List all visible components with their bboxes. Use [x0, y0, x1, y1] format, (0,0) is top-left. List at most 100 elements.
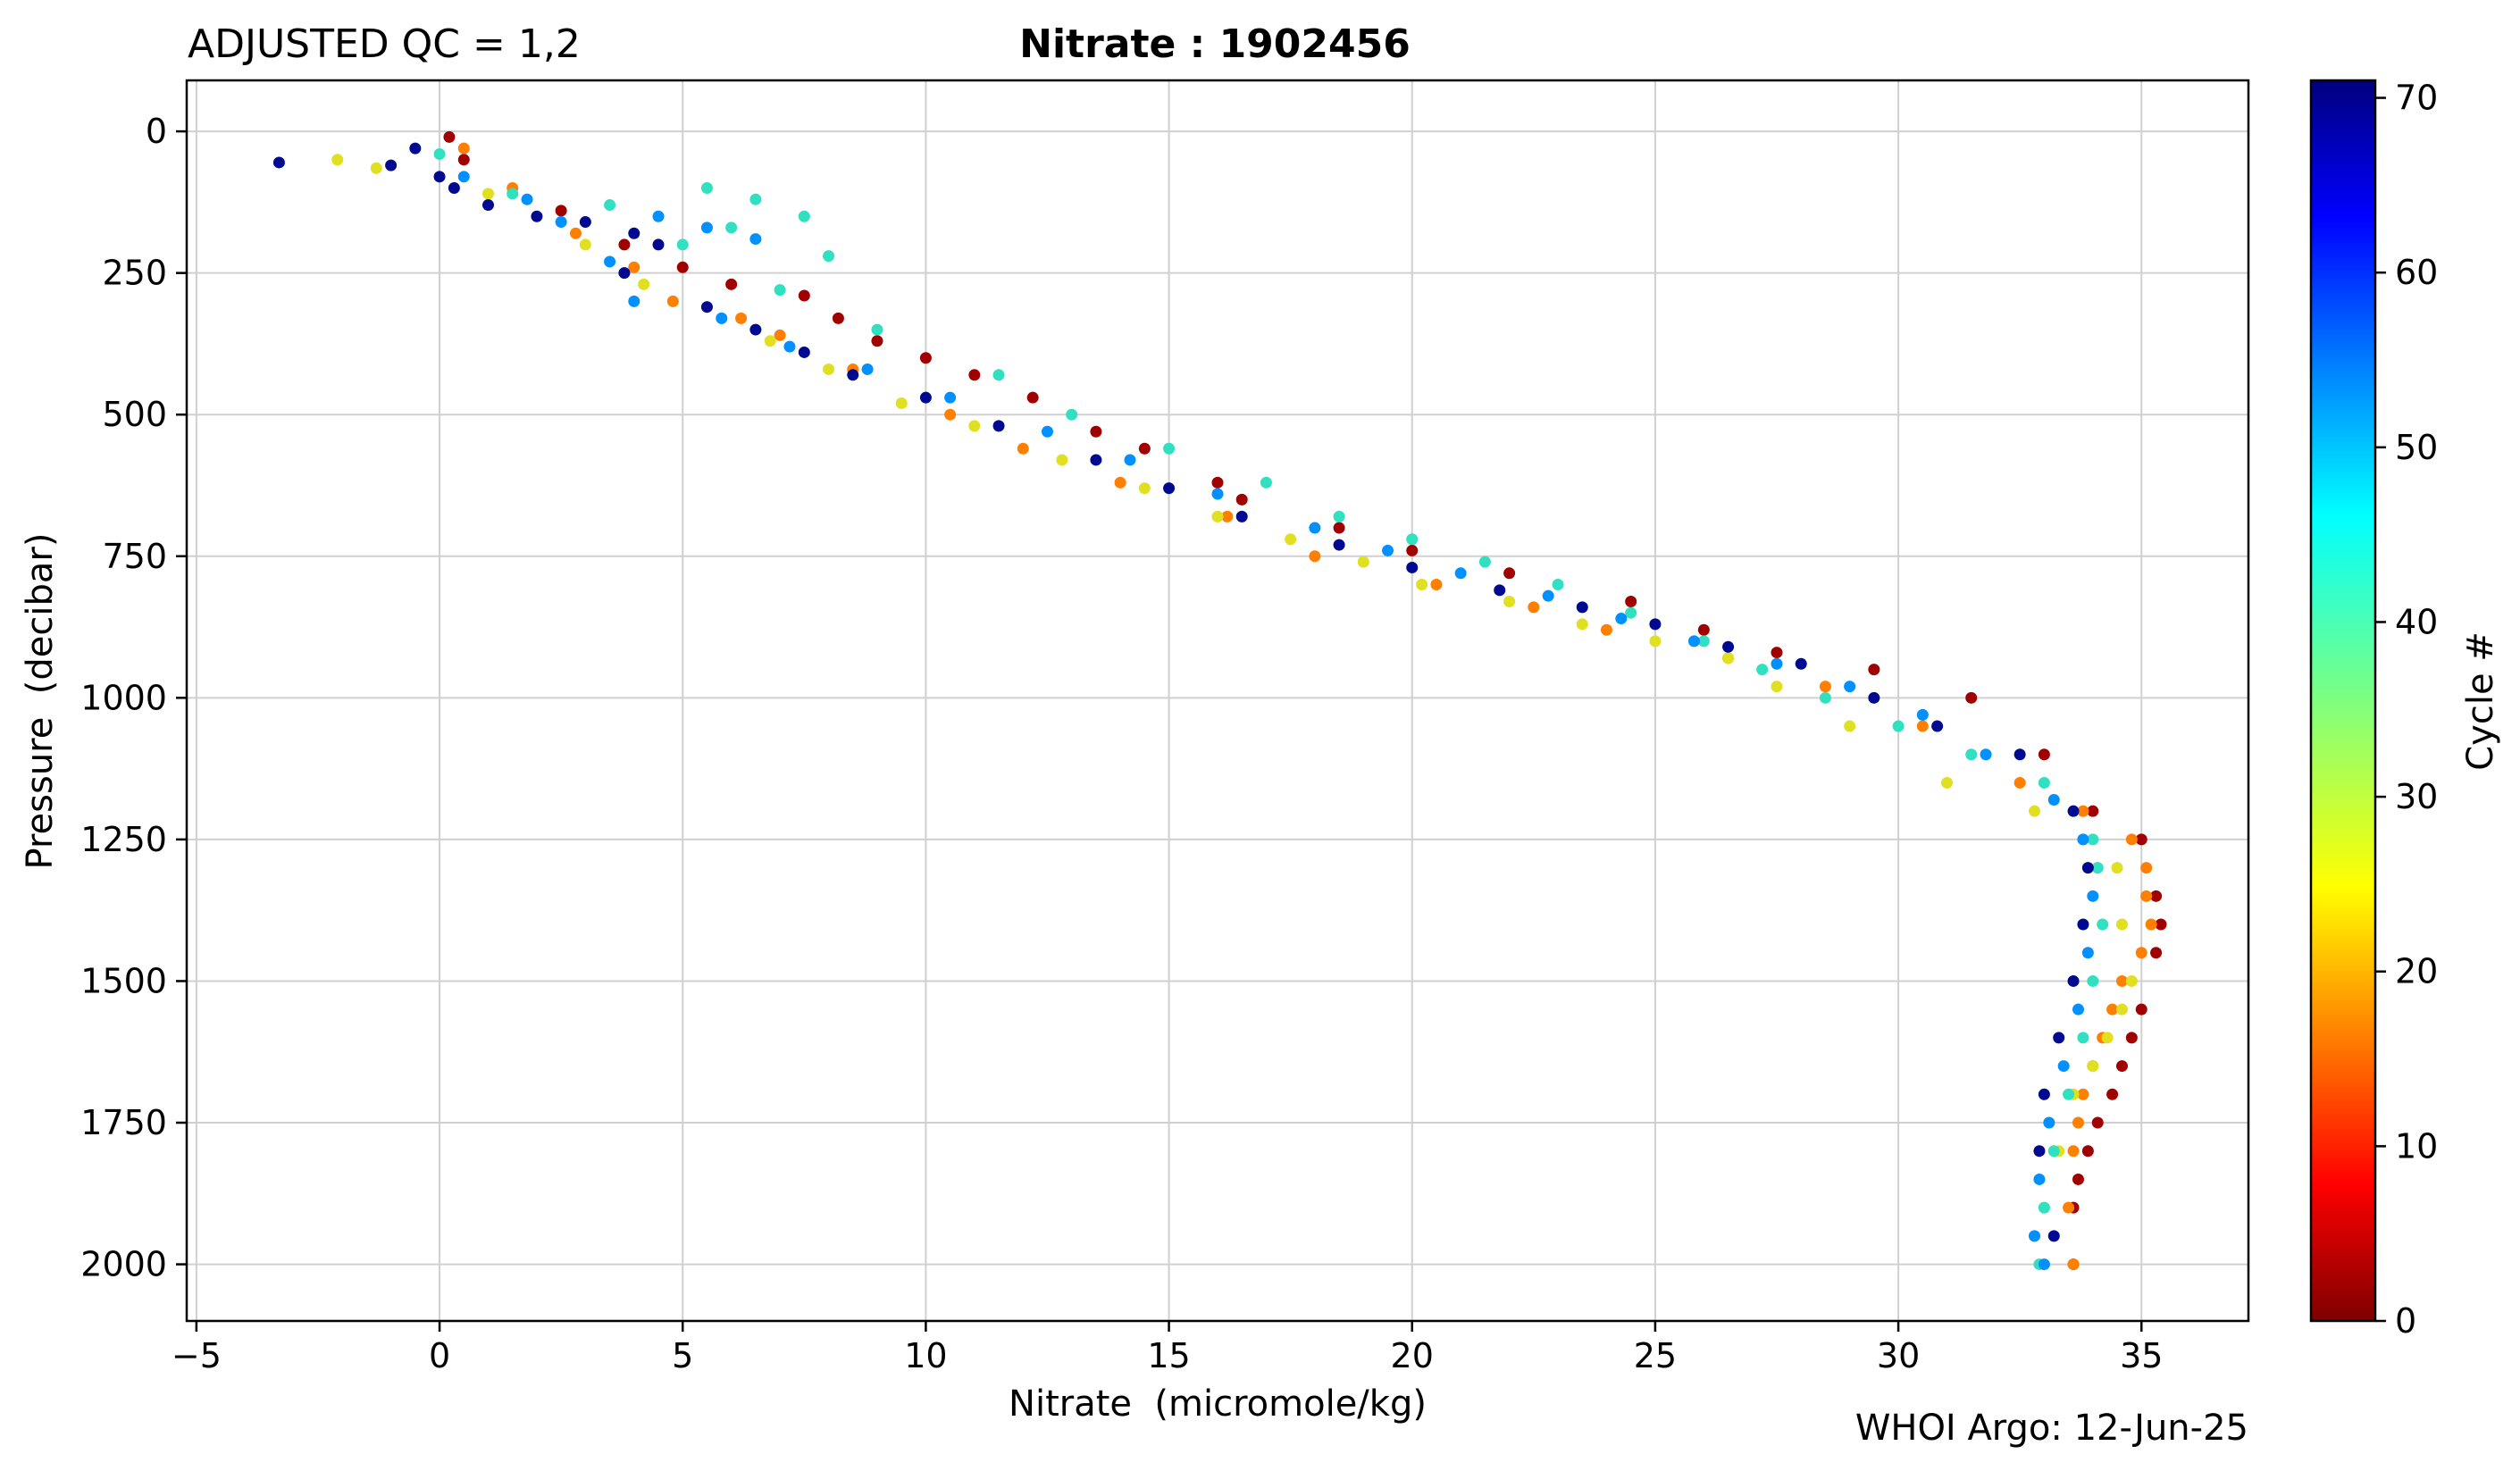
data-point [2091, 862, 2104, 874]
data-point [749, 233, 762, 246]
data-point [2047, 1145, 2060, 1158]
data-point [783, 340, 796, 353]
qc-subtitle: ADJUSTED QC = 1,2 [188, 21, 581, 67]
data-point [1687, 635, 1700, 648]
data-point [652, 210, 665, 222]
data-point [1406, 544, 1419, 556]
data-point [798, 346, 810, 358]
data-point [2087, 833, 2099, 846]
x-tick-label: 30 [1877, 1336, 1920, 1375]
data-point [2135, 1003, 2147, 1015]
y-axis-label: Pressure (decibar) [20, 533, 61, 870]
data-point [871, 335, 883, 347]
data-point [2013, 776, 2026, 789]
data-point [1649, 618, 1662, 631]
data-point [1056, 454, 1068, 466]
data-point [2077, 1088, 2089, 1100]
data-point [2043, 1116, 2055, 1129]
data-point [1503, 596, 1516, 608]
data-point [2067, 805, 2080, 817]
data-point [2077, 805, 2089, 817]
data-point [1041, 425, 1053, 438]
data-point [1625, 596, 1637, 608]
data-point [1285, 533, 1297, 546]
data-point [1124, 454, 1136, 466]
data-point [700, 221, 713, 234]
data-point [1430, 578, 1443, 590]
data-point [1941, 776, 1954, 789]
data-point [2087, 1060, 2099, 1073]
data-point [2067, 1258, 2080, 1271]
data-point [1868, 691, 1880, 704]
data-point [1771, 657, 1783, 670]
data-point [1416, 578, 1428, 590]
data-point [2106, 1003, 2119, 1015]
data-point [1235, 510, 1248, 522]
data-point [2038, 1258, 2050, 1271]
data-point [1454, 567, 1467, 580]
data-point [2125, 974, 2138, 987]
data-point [1576, 601, 1588, 614]
data-point [735, 312, 748, 324]
data-point [2072, 1003, 2084, 1015]
data-point [2081, 947, 2094, 959]
data-point [531, 210, 543, 222]
data-point [2077, 1032, 2089, 1044]
data-point [992, 369, 1005, 381]
x-tick-label: 20 [1391, 1336, 1434, 1375]
data-point [725, 278, 738, 290]
data-point [2072, 1173, 2084, 1185]
data-point [1722, 640, 1735, 653]
data-point [1357, 556, 1369, 568]
data-point [1333, 510, 1345, 522]
data-point [1844, 720, 1856, 732]
data-point [871, 323, 883, 336]
data-point [638, 278, 650, 290]
data-point [2115, 918, 2128, 931]
data-point [919, 352, 932, 364]
data-point [823, 250, 835, 263]
data-point [1221, 510, 1234, 522]
data-point [457, 154, 470, 166]
x-tick-label: 5 [672, 1336, 693, 1375]
data-point [764, 335, 776, 347]
y-tick-label: 1500 [80, 961, 167, 1000]
data-point [2140, 890, 2153, 902]
data-point [2077, 833, 2089, 846]
data-point [1916, 708, 1929, 721]
grid-lines [187, 80, 2248, 1321]
data-point [1478, 556, 1491, 568]
data-point [749, 193, 762, 205]
data-point [1625, 606, 1637, 619]
data-point [1260, 476, 1272, 489]
x-tick-label: −5 [172, 1336, 222, 1375]
y-tick-label: 1750 [80, 1103, 167, 1142]
data-point [604, 255, 616, 268]
data-point [1892, 720, 1905, 732]
data-point [579, 216, 591, 229]
data-point [2111, 862, 2123, 874]
data-point [272, 156, 285, 169]
data-point [944, 408, 957, 421]
y-axis-ticks: 0 250 500 750 1000 1250 1500 1750 2000 [80, 112, 187, 1284]
data-point [1494, 584, 1506, 597]
data-point [618, 267, 631, 280]
data-point [1771, 647, 1783, 659]
data-point [2028, 805, 2040, 817]
data-point [409, 142, 422, 155]
data-point [2067, 974, 2080, 987]
y-tick-label: 500 [102, 395, 167, 434]
data-point [1163, 482, 1176, 495]
chart-title: Nitrate : 1902456 [1019, 21, 1411, 67]
data-point [1965, 748, 1978, 761]
data-point [1697, 635, 1710, 648]
data-point [676, 261, 689, 273]
data-point [457, 142, 470, 155]
data-point [331, 154, 344, 166]
data-point [2150, 947, 2163, 959]
x-tick-label: 25 [1634, 1336, 1677, 1375]
data-point [700, 301, 713, 313]
data-point [968, 369, 981, 381]
data-point [1090, 425, 1102, 438]
data-point [1795, 657, 1807, 670]
